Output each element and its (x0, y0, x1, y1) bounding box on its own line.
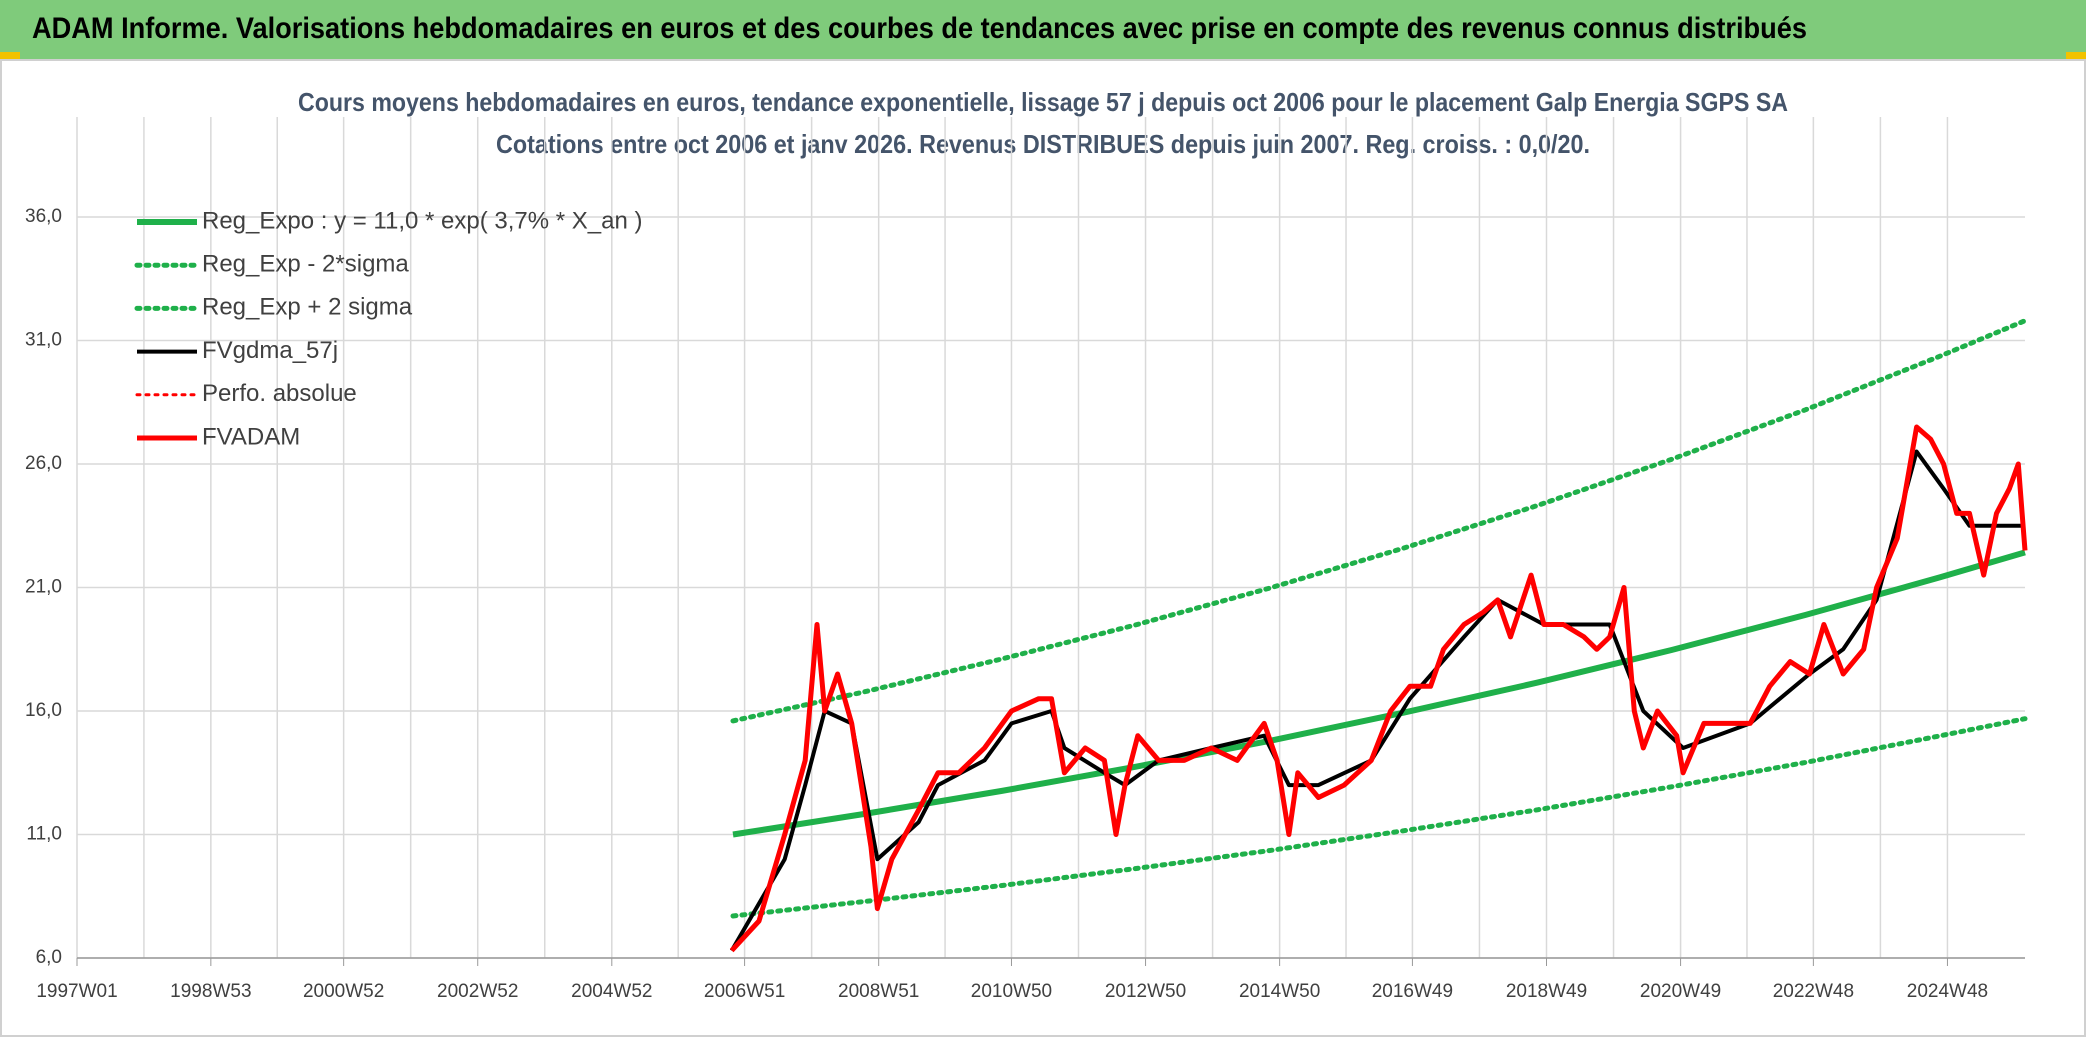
x-tick-label: 2022W48 (1773, 981, 1854, 1002)
x-tick-label: 2000W52 (303, 981, 384, 1002)
chart-subtitle: Cotations entre oct 2006 et janv 2026. R… (496, 129, 1590, 159)
x-tick-label: 2024W48 (1907, 981, 1988, 1002)
legend-label: Reg_Exp - 2*sigma (202, 251, 409, 278)
x-tick-label: 2020W49 (1640, 981, 1721, 1002)
header-title: ADAM Informe. Valorisations hebdomadaire… (32, 12, 1807, 45)
x-tick-label: 2008W51 (838, 981, 919, 1002)
x-tick-label: 2012W50 (1105, 981, 1186, 1002)
series-line (730, 318, 2028, 724)
x-tick-label: 1997W01 (36, 981, 117, 1002)
chart-title: Cours moyens hebdomadaires en euros, ten… (298, 87, 1788, 117)
legend-label: Reg_Exp + 2 sigma (202, 294, 413, 321)
chart-frame (0, 59, 2086, 1037)
header-bar (0, 0, 2086, 60)
y-tick-label: 11,0 (26, 824, 62, 845)
legend-label: Perfo. absolue (202, 380, 357, 407)
series-line (729, 424, 2028, 953)
x-tick-label: 2004W52 (571, 981, 652, 1002)
y-tick-label: 21,0 (25, 577, 62, 598)
x-tick-label: 1998W53 (170, 981, 251, 1002)
y-tick-label: 6,0 (36, 947, 62, 968)
x-tick-label: 2018W49 (1506, 981, 1587, 1002)
legend-label: FVADAM (202, 423, 300, 450)
x-tick-label: 2002W52 (437, 981, 518, 1002)
y-tick-label: 16,0 (25, 700, 62, 721)
x-tick-label: 2010W50 (971, 981, 1052, 1002)
corner (2066, 52, 2086, 60)
y-tick-label: 31,0 (25, 330, 62, 351)
x-tick-label: 2006W51 (704, 981, 785, 1002)
y-tick-label: 36,0 (25, 206, 62, 227)
y-tick-label: 26,0 (25, 453, 62, 474)
series-line (730, 716, 2028, 919)
series-line (729, 449, 2025, 952)
legend-label: Reg_Expo : y = 11,0 * exp( 3,7% * X_an ) (202, 207, 642, 234)
corner (0, 52, 20, 60)
x-tick-label: 2016W49 (1372, 981, 1453, 1002)
legend-label: FVgdma_57j (202, 337, 338, 364)
x-tick-label: 2014W50 (1239, 981, 1320, 1002)
